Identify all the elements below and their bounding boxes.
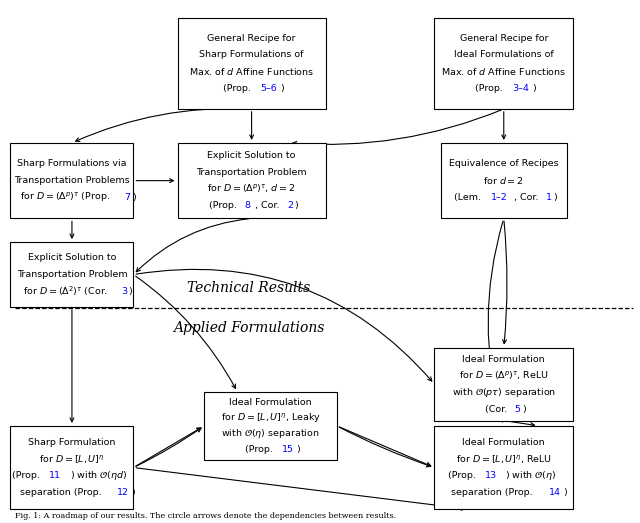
Text: Explicit Solution to: Explicit Solution to [28,253,116,263]
Text: separation (Prop.: separation (Prop. [451,488,536,497]
Text: for $D=(\Delta^p)^\tau$ (Prop.: for $D=(\Delta^p)^\tau$ (Prop. [20,190,111,204]
Text: Applied Formulations: Applied Formulations [173,322,324,335]
Text: for $D=(\Delta^p)^\tau$, ReLU: for $D=(\Delta^p)^\tau$, ReLU [459,369,548,382]
Text: for $D=[L,U]^\eta$, Leaky: for $D=[L,U]^\eta$, Leaky [221,411,321,425]
Text: Sharp Formulations via: Sharp Formulations via [17,160,127,168]
FancyBboxPatch shape [441,143,567,219]
Text: Equivalence of Recipes: Equivalence of Recipes [449,160,559,168]
Text: with $\mathcal{O}(p\tau)$ separation: with $\mathcal{O}(p\tau)$ separation [452,386,556,399]
Text: Max. of $d$ Affine Functions: Max. of $d$ Affine Functions [441,66,566,77]
Text: (Prop.: (Prop. [12,471,43,481]
Text: Sharp Formulation: Sharp Formulation [28,438,116,447]
Text: Max. of $d$ Affine Functions: Max. of $d$ Affine Functions [189,66,314,77]
Text: 2: 2 [287,201,293,210]
Text: Sharp Formulations of: Sharp Formulations of [200,50,304,60]
Text: (Prop.: (Prop. [476,84,506,93]
Text: 7: 7 [124,193,131,202]
Text: ): ) [296,445,300,454]
Text: 3–4: 3–4 [513,84,529,93]
Text: ): ) [532,84,536,93]
FancyBboxPatch shape [10,143,133,219]
FancyBboxPatch shape [10,242,133,307]
Text: with $\mathcal{O}(\eta)$ separation: with $\mathcal{O}(\eta)$ separation [221,427,320,440]
Text: Explicit Solution to: Explicit Solution to [207,151,296,160]
FancyBboxPatch shape [177,18,326,109]
FancyBboxPatch shape [177,143,326,219]
Text: (Cor.: (Cor. [485,405,510,414]
Text: ): ) [129,287,132,295]
Text: (Prop.: (Prop. [223,84,254,93]
FancyBboxPatch shape [435,18,573,109]
Text: Transportation Problems: Transportation Problems [14,176,130,185]
Text: for $D=(\Delta^2)^\tau$ (Cor.: for $D=(\Delta^2)^\tau$ (Cor. [22,285,109,298]
FancyBboxPatch shape [435,426,573,509]
Text: ) with $\mathcal{O}(\eta d)$: ) with $\mathcal{O}(\eta d)$ [70,469,128,482]
Text: 13: 13 [484,471,497,481]
Text: ): ) [294,201,298,210]
Text: 14: 14 [549,488,561,497]
FancyBboxPatch shape [204,392,337,460]
Text: ): ) [522,405,525,414]
Text: (Prop.: (Prop. [245,445,276,454]
Text: 8: 8 [244,201,250,210]
Text: for $D=(\Delta^p)^\tau$, $d=2$: for $D=(\Delta^p)^\tau$, $d=2$ [207,183,296,196]
Text: 1–2: 1–2 [491,193,508,202]
Text: 1: 1 [545,193,552,202]
Text: (Prop.: (Prop. [209,201,239,210]
Text: (Prop.: (Prop. [448,471,479,481]
Text: ): ) [132,193,136,202]
Text: , Cor.: , Cor. [513,193,541,202]
Text: for $D=[L,U]^\eta$: for $D=[L,U]^\eta$ [39,453,105,465]
Text: Ideal Formulations of: Ideal Formulations of [454,50,554,60]
Text: , Cor.: , Cor. [255,201,283,210]
FancyBboxPatch shape [10,426,133,509]
Text: separation (Prop.: separation (Prop. [20,488,104,497]
Text: Ideal Formulation: Ideal Formulation [463,355,545,363]
Text: Fig. 1: A roadmap of our results. The circle arrows denote the dependencies betw: Fig. 1: A roadmap of our results. The ci… [15,511,396,520]
Text: 5: 5 [515,405,520,414]
Text: General Recipe for: General Recipe for [207,34,296,43]
Text: for $D=[L,U]^\eta$, ReLU: for $D=[L,U]^\eta$, ReLU [456,453,552,465]
Text: 11: 11 [49,471,61,481]
Text: Ideal Formulation: Ideal Formulation [463,438,545,447]
Text: 12: 12 [117,488,129,497]
Text: for $d=2$: for $d=2$ [483,175,524,186]
FancyBboxPatch shape [435,348,573,420]
Text: (Lem.: (Lem. [454,193,484,202]
Text: General Recipe for: General Recipe for [460,34,548,43]
Text: ): ) [553,193,557,202]
Text: 5–6: 5–6 [260,84,277,93]
Text: Transportation Problem: Transportation Problem [17,270,127,279]
Text: ): ) [563,488,567,497]
Text: Transportation Problem: Transportation Problem [196,168,307,177]
Text: ): ) [280,84,284,93]
Text: Ideal Formulation: Ideal Formulation [229,397,312,407]
Text: ) with $\mathcal{O}(\eta)$: ) with $\mathcal{O}(\eta)$ [506,469,557,482]
Text: Technical Results: Technical Results [187,281,310,295]
Text: 15: 15 [282,445,294,454]
Text: ): ) [131,488,135,497]
Text: 3: 3 [121,287,127,295]
